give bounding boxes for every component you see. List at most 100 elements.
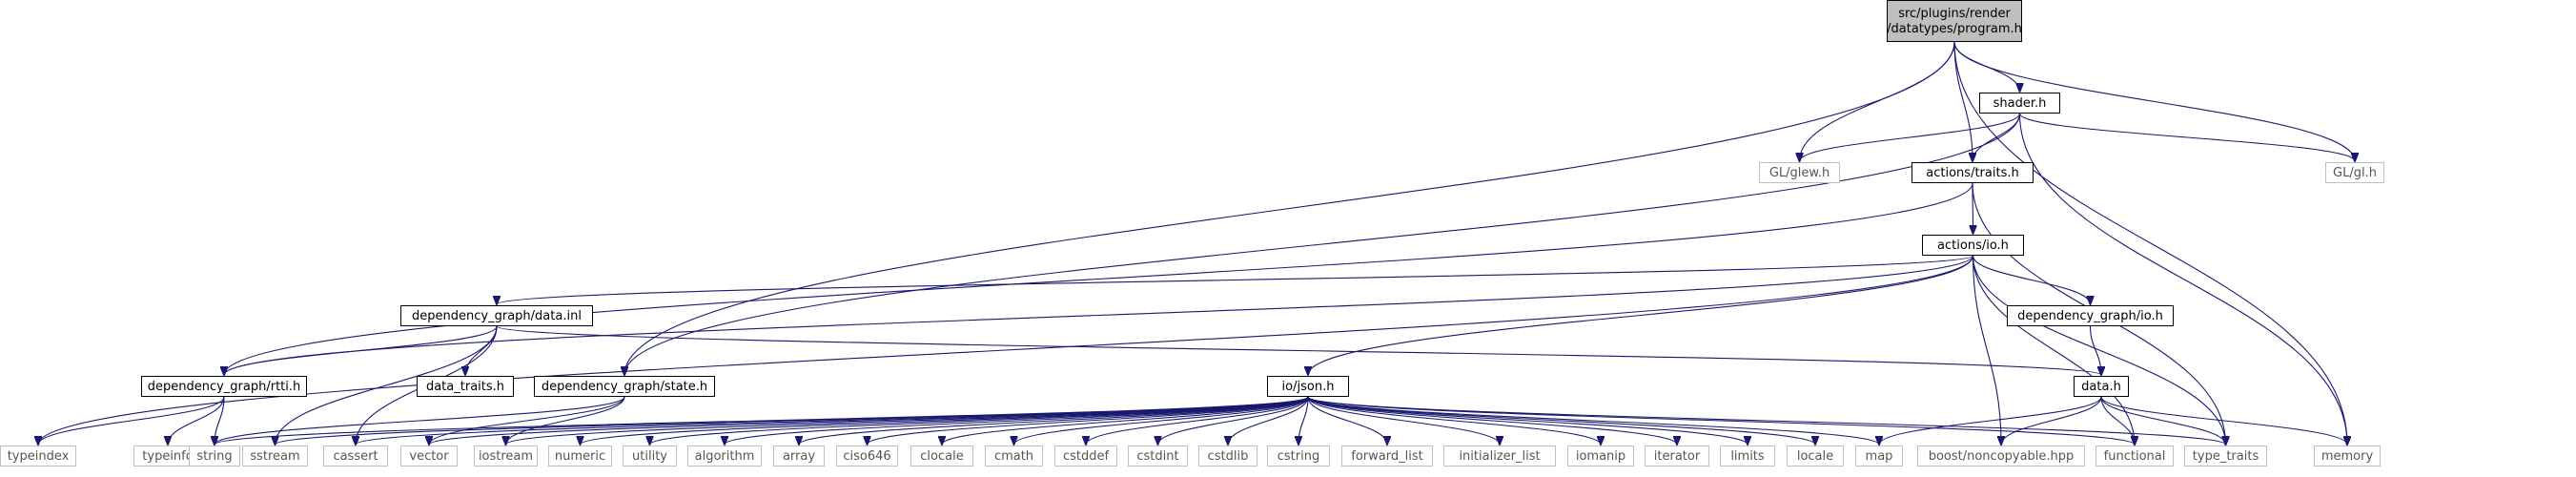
node-dg_data_inl[interactable]: dependency_graph/data.inl	[400, 305, 593, 326]
node-box	[474, 446, 538, 467]
edge-actions_io_h-to-dg_data_inl	[497, 255, 1974, 304]
node-box	[0, 446, 76, 467]
node-label: cassert	[333, 449, 378, 464]
node-data_traits_h[interactable]: data_traits.h	[417, 376, 514, 397]
node-box	[1198, 446, 1257, 467]
node-label: locale	[1797, 449, 1833, 464]
node-label: io/json.h	[1282, 380, 1335, 394]
edge-dg_state_h-to-iostream	[506, 396, 625, 445]
node-label: GL/gl.h	[2333, 166, 2377, 180]
edge-io_json_h-to-sstream	[276, 396, 1309, 445]
node-gl_glew_h: GL/glew.h	[1759, 162, 1840, 183]
node-box	[910, 446, 973, 467]
node-label: array	[783, 449, 815, 464]
node-box	[1855, 446, 1903, 467]
node-box	[1267, 376, 1349, 397]
node-functional: functional	[2096, 446, 2174, 467]
node-memory: memory	[2314, 446, 2381, 467]
edge-actions_traits_h-to-dg_rtti_h	[224, 182, 1973, 375]
node-cassert: cassert	[323, 446, 388, 467]
node-label: type_traits	[2193, 449, 2259, 464]
node-box	[1887, 0, 2022, 42]
node-box	[242, 446, 308, 467]
node-label: utility	[632, 449, 667, 464]
node-dg_io_h[interactable]: dependency_graph/io.h	[2007, 305, 2174, 326]
node-io_json_h[interactable]: io/json.h	[1267, 376, 1349, 397]
node-label: dependency_graph/state.h	[542, 380, 707, 394]
node-box	[2007, 305, 2174, 326]
node-string: string	[189, 446, 240, 467]
node-label: string	[196, 449, 232, 464]
edge-io_json_h-to-map	[1307, 396, 1879, 445]
node-box	[1922, 235, 2024, 256]
node-dg_state_h[interactable]: dependency_graph/state.h	[534, 376, 715, 397]
node-forward_list: forward_list	[1341, 446, 1433, 467]
edge-dg_state_h-to-vector	[429, 396, 625, 445]
node-numeric: numeric	[548, 446, 612, 467]
node-label: cstddef	[1063, 449, 1110, 464]
node-box	[836, 446, 898, 467]
edge-program_h-to-dg_state_h	[624, 41, 1955, 375]
node-box	[2096, 446, 2174, 467]
node-label: map	[1866, 449, 1893, 464]
node-label: typeindex	[8, 449, 70, 464]
node-typeindex: typeindex	[0, 446, 76, 467]
node-cstddef: cstddef	[1054, 446, 1117, 467]
node-vector: vector	[400, 446, 458, 467]
node-boost_noncopyable: boost/noncopyable.hpp	[1917, 446, 2085, 467]
node-clocale: clocale	[910, 446, 973, 467]
node-box	[1443, 446, 1556, 467]
edge-io_json_h-to-cstring	[1298, 396, 1309, 445]
node-label: limits	[1730, 449, 1765, 464]
node-program_h[interactable]: src/plugins/render/datatypes/program.h	[1887, 0, 2022, 42]
edge-actions_io_h-to-dg_io_h	[1972, 255, 2091, 304]
node-label: boost/noncopyable.hpp	[1929, 449, 2075, 464]
edge-io_json_h-to-forward_list	[1307, 396, 1387, 445]
node-label: initializer_list	[1459, 449, 1540, 464]
node-label: sstream	[250, 449, 299, 464]
edge-program_h-to-gl_gl_h	[1953, 41, 2355, 161]
node-box	[400, 305, 593, 326]
node-actions_io_h[interactable]: actions/io.h	[1922, 235, 2024, 256]
edge-data_h-to-type_traits	[2100, 396, 2226, 445]
node-box	[1759, 162, 1840, 183]
node-iterator: iterator	[1645, 446, 1709, 467]
edge-io_json_h-to-string	[215, 396, 1309, 445]
edge-data_h-to-memory	[2100, 396, 2347, 445]
node-label: cmath	[994, 449, 1033, 464]
edge-io_json_h-to-iterator	[1307, 396, 1677, 445]
node-box	[323, 446, 388, 467]
node-box	[548, 446, 612, 467]
node-box	[1912, 162, 2034, 183]
node-label: data_traits.h	[426, 380, 504, 394]
node-label: forward_list	[1351, 449, 1422, 464]
edge-dg_data_inl-to-data_h	[496, 325, 2101, 375]
node-ciso646: ciso646	[836, 446, 898, 467]
edge-dg_data_inl-to-data_traits_h	[465, 325, 498, 375]
node-box	[2074, 376, 2129, 397]
node-box	[1645, 446, 1709, 467]
node-label: actions/io.h	[1937, 238, 2009, 253]
node-data_h[interactable]: data.h	[2074, 376, 2129, 397]
node-cstdint: cstdint	[1128, 446, 1188, 467]
node-actions_traits_h[interactable]: actions/traits.h	[1912, 162, 2034, 183]
edge-shader_h-to-gl_glew_h	[1800, 113, 2021, 161]
node-shader_h[interactable]: shader.h	[1979, 93, 2060, 114]
edge-actions_io_h-to-type_traits	[1972, 255, 2226, 445]
edge-program_h-to-memory	[1953, 41, 2347, 445]
node-label: /datatypes/program.h	[1887, 22, 2022, 36]
node-label: iostream	[479, 449, 533, 464]
node-label: GL/glew.h	[1769, 166, 1830, 180]
node-label: cstdlib	[1208, 449, 1249, 464]
node-label: ciso646	[843, 449, 890, 464]
node-box	[1128, 446, 1188, 467]
node-cstring: cstring	[1267, 446, 1330, 467]
node-label: actions/traits.h	[1926, 166, 2018, 180]
node-iostream: iostream	[474, 446, 538, 467]
edge-dg_rtti_h-to-typeinfo	[168, 396, 225, 445]
node-dg_rtti_h[interactable]: dependency_graph/rtti.h	[141, 376, 307, 397]
node-box	[985, 446, 1043, 467]
edge-dg_data_inl-to-dg_rtti_h	[224, 325, 498, 375]
node-box	[1787, 446, 1844, 467]
